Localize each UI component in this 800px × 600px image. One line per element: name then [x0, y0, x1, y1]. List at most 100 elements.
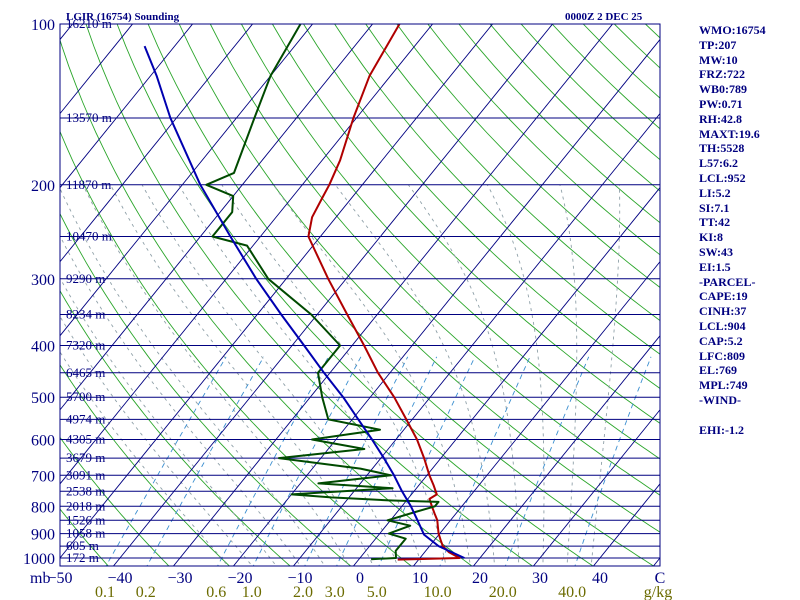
dewpoint-trace — [205, 24, 440, 561]
mixing-ratio-label: 0.2 — [136, 584, 156, 600]
moist-adiabat — [178, 184, 423, 566]
isotherm — [60, 24, 494, 559]
temperature-tick-label: 40 — [592, 570, 608, 587]
mixing-ratio-unit-label: g/kg — [644, 584, 672, 600]
pressure-unit-label: mb — [30, 570, 50, 587]
index-item: LI:5.2 — [699, 185, 731, 200]
temperature-tick-label: 10 — [412, 570, 428, 587]
index-item: RH:42.8 — [699, 111, 742, 126]
height-label: 11870 m — [66, 177, 111, 192]
parcel-trace — [143, 45, 465, 559]
height-label: 9290 m — [66, 271, 105, 286]
temperature-unit-label: C — [655, 570, 666, 587]
index-item: EL:769 — [699, 363, 738, 378]
moist-adiabat — [590, 184, 621, 566]
index-item: WMO:16754 — [699, 23, 766, 37]
index-item: LCL:904 — [699, 318, 746, 333]
mixing-ratio-line — [304, 356, 409, 566]
isotherm — [292, 112, 660, 566]
index-item — [699, 408, 799, 423]
pressure-tick-label: 1000 — [23, 551, 55, 568]
pressure-tick-label: 600 — [31, 433, 55, 450]
moist-adiabat — [486, 184, 545, 566]
index-item: L57:6.2 — [699, 156, 738, 171]
height-label: 1526 m — [66, 512, 105, 527]
index-item: TT:42 — [699, 215, 731, 230]
index-item: -PARCEL- — [699, 274, 756, 289]
isotherm — [60, 24, 314, 337]
pressure-tick-label: 100 — [31, 17, 55, 34]
mixing-ratio-label: 2.0 — [293, 584, 313, 600]
moist-adiabat — [335, 184, 496, 566]
temperature-tick-label: −20 — [227, 570, 252, 587]
moist-adiabat — [110, 184, 374, 566]
moist-adiabat — [408, 184, 520, 566]
station-title: LGIR (16754) Sounding — [66, 11, 180, 23]
isotherm — [60, 24, 374, 411]
temperature-tick-label: −30 — [167, 570, 192, 587]
height-label: 4305 m — [66, 432, 105, 447]
height-label: 5700 m — [66, 389, 105, 404]
mixing-ratio-line — [146, 356, 265, 566]
sounding-time: 0000Z 2 DEC 25 — [565, 11, 643, 23]
index-item: MPL:749 — [699, 378, 748, 393]
sounding-traces — [143, 24, 465, 561]
index-item: WB0:789 — [699, 82, 747, 97]
moist-adiabat — [559, 184, 578, 566]
temperature-tick-label: 20 — [472, 570, 488, 587]
moist-adiabat — [82, 184, 350, 566]
height-label: 3091 m — [66, 467, 105, 482]
plot-frame — [59, 23, 661, 567]
plot-area — [60, 24, 660, 566]
index-item: LFC:809 — [699, 348, 745, 363]
dry-adiabat — [60, 289, 291, 566]
height-label: 8234 m — [66, 307, 105, 322]
mixing-ratio-label: 40.0 — [558, 584, 586, 600]
mixing-ratio-label: 20.0 — [489, 584, 517, 600]
mixing-ratio-line — [378, 356, 476, 566]
pressure-tick-label: 700 — [31, 468, 55, 485]
mixing-ratio-line — [105, 356, 227, 566]
dry-adiabat — [60, 436, 170, 566]
index-item: -WIND- — [699, 392, 741, 407]
temperature-tick-label: 0 — [356, 570, 364, 587]
height-label: 10470 m — [66, 229, 112, 244]
index-item: CAPE:19 — [699, 289, 748, 304]
isotherm — [60, 24, 194, 189]
index-item: CAP:5.2 — [699, 333, 743, 348]
index-item: SW:43 — [699, 244, 734, 259]
isotherm — [232, 38, 660, 566]
pressure-tick-label: 900 — [31, 527, 55, 544]
isotherm — [60, 24, 134, 115]
sounding-indices: WMO:16754 TP:207 MW:10 FRZ:722 WB0:789 PW:0.7… — [699, 23, 799, 437]
mixing-ratio-label: 0.6 — [206, 584, 226, 600]
mixing-ratio-label: 1.0 — [242, 584, 262, 600]
index-item: MW:10 — [699, 52, 738, 67]
height-label: 172 m — [66, 550, 99, 565]
height-label: 4974 m — [66, 411, 105, 426]
height-label: 6465 m — [66, 365, 105, 380]
mixing-ratio-line — [439, 356, 531, 566]
temperature-trace — [307, 24, 461, 561]
moist-adiabat — [60, 315, 253, 566]
moist-adiabat — [60, 350, 229, 566]
pressure-tick-label: 500 — [31, 390, 55, 407]
isotherm — [352, 186, 660, 566]
moist-adiabat — [141, 184, 399, 566]
mixing-ratio-label: 10.0 — [424, 584, 452, 600]
temperature-tick-label: −40 — [107, 570, 132, 587]
pressure-tick-label: 200 — [31, 178, 55, 195]
index-item: TH:5528 — [699, 141, 745, 156]
height-label: 2018 m — [66, 498, 105, 513]
height-label: 3679 m — [66, 450, 105, 465]
mixing-ratio-label: 0.1 — [95, 584, 115, 600]
mixing-ratio-line — [504, 356, 590, 566]
grid-lines — [60, 24, 660, 566]
temperature-tick-label: −10 — [287, 570, 312, 587]
index-item: PW:0.71 — [699, 96, 743, 111]
index-item: CINH:37 — [699, 304, 747, 319]
moist-adiabat — [221, 184, 447, 566]
isotherm — [172, 24, 614, 566]
